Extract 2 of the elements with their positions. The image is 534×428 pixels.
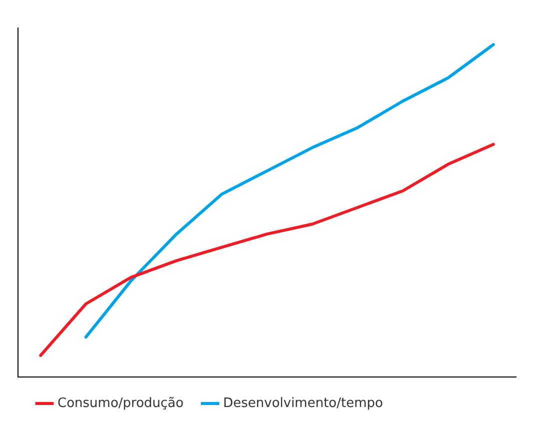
legend-label: Desenvolvimento/tempo	[223, 396, 384, 411]
legend-label: Consumo/produção	[58, 396, 184, 411]
